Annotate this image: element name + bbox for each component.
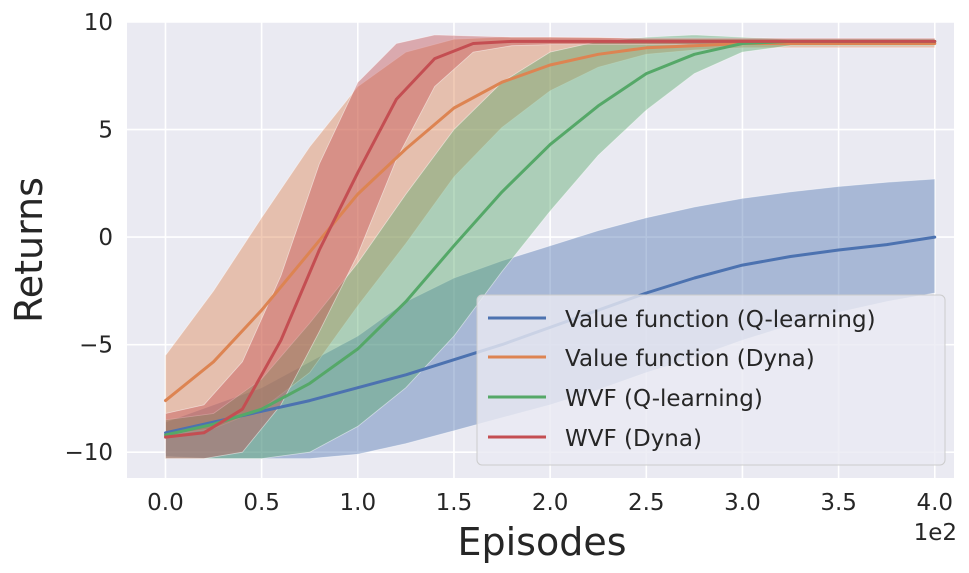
x-tick-label: 0.5 bbox=[243, 490, 280, 516]
x-tick-label: 1.5 bbox=[436, 490, 473, 516]
band-wvf-q-learning bbox=[165, 34, 936, 460]
y-tick-label: −5 bbox=[79, 333, 113, 359]
line-value-function-dyna bbox=[164, 42, 937, 403]
series-lines bbox=[164, 39, 937, 439]
x-tick-label: 3.5 bbox=[820, 490, 857, 516]
x-tick-label: 1.0 bbox=[340, 490, 377, 516]
x-tick-label: 4.0 bbox=[916, 490, 953, 516]
y-tick-label: 5 bbox=[98, 118, 113, 144]
legend: Value function (Q-learning) Value functi… bbox=[476, 294, 946, 466]
y-axis-title: Returns bbox=[7, 177, 51, 323]
line-wvf-dyna bbox=[164, 39, 937, 439]
x-axis-title: Episodes bbox=[457, 520, 626, 564]
y-tick-label: 0 bbox=[98, 225, 113, 251]
legend-label-wvf-q-learning: WVF (Q-learning) bbox=[565, 386, 763, 412]
legend-box bbox=[476, 294, 946, 466]
y-tick-label: 10 bbox=[84, 10, 113, 36]
legend-label-wvf-dyna: WVF (Dyna) bbox=[565, 426, 702, 452]
x-tick-label: 0.0 bbox=[147, 490, 184, 516]
x-tick-label: 2.5 bbox=[628, 490, 665, 516]
x-tick-label: 2.0 bbox=[532, 490, 569, 516]
tick-labels: 0.0 0.5 1.0 1.5 2.0 2.5 3.0 3.5 4.0 −10 −5 0 5 10 bbox=[64, 10, 953, 516]
band-value-function-dyna bbox=[165, 36, 936, 436]
legend-label-value-function-dyna: Value function (Dyna) bbox=[565, 346, 815, 372]
y-tick-label: −10 bbox=[64, 440, 113, 466]
x-offset-label: 1e2 bbox=[914, 520, 957, 546]
x-tick-label: 3.0 bbox=[724, 490, 761, 516]
legend-label-value-function-q-learning: Value function (Q-learning) bbox=[565, 307, 876, 333]
